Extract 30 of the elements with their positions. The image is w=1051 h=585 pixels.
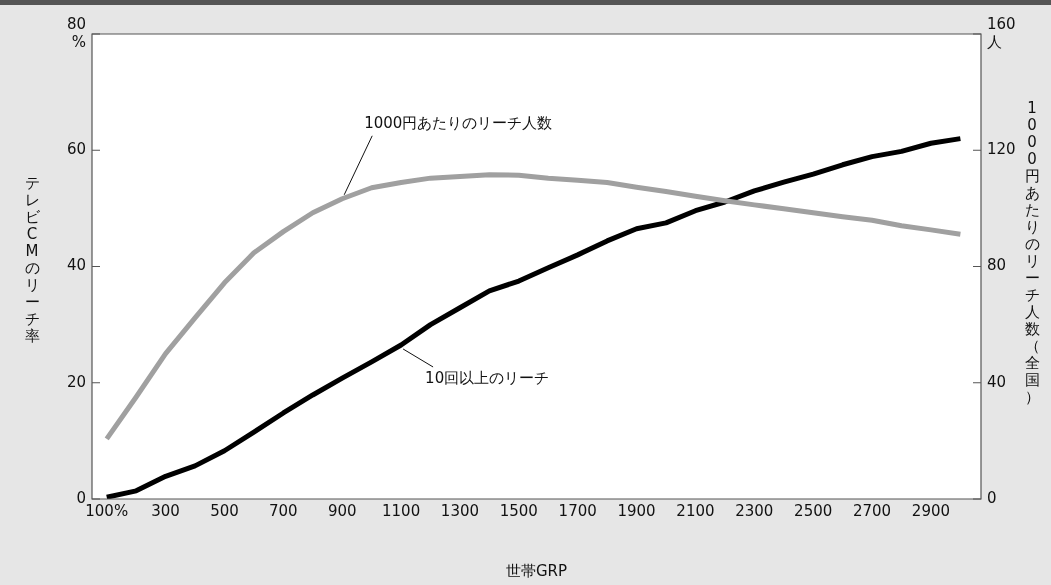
- y-tick-label: 80 %: [66, 14, 86, 51]
- x-tick-label: 2100: [676, 501, 715, 520]
- x-tick-label: 1500: [499, 501, 538, 520]
- y2-tick-label: 40: [987, 372, 1007, 391]
- x-tick-label: 2900: [911, 501, 951, 520]
- x-tick-label: 2700: [852, 501, 892, 520]
- y2-tick-label: 160 人: [987, 14, 1016, 51]
- text: テレビCMのリーチ率: [24, 174, 40, 345]
- y2-tick-label: 0: [987, 488, 997, 507]
- x-tick-label: 500: [210, 501, 239, 520]
- x-tick-label: 2300: [735, 501, 774, 520]
- y-tick-label: 60: [66, 140, 86, 159]
- text: 1000円あたりのリーチ人数: [364, 113, 553, 132]
- y-tick-label: 20: [66, 372, 86, 391]
- y-tick-label: 40: [66, 256, 86, 275]
- text: 10回以上のリーチ: [425, 368, 550, 387]
- x-tick-label: 1700: [558, 501, 597, 520]
- x-axis-title: 世帯GRP: [505, 561, 568, 580]
- x-tick-label: 100%: [85, 501, 129, 520]
- y2-tick-label: 120: [987, 140, 1016, 159]
- y-tick-label: 0: [76, 488, 86, 507]
- x-tick-label: 1900: [617, 501, 656, 520]
- x-tick-label: 700: [269, 501, 298, 520]
- x-tick-label: 2500: [794, 501, 833, 520]
- x-tick-label: 900: [327, 501, 357, 520]
- text: 1000円あたりのリーチ人数（全国）: [1024, 99, 1040, 406]
- x-tick-label: 1300: [440, 501, 480, 520]
- x-tick-label: 1100: [382, 501, 421, 520]
- x-tick-label: 300: [151, 501, 180, 520]
- y2-tick-label: 80: [987, 256, 1007, 275]
